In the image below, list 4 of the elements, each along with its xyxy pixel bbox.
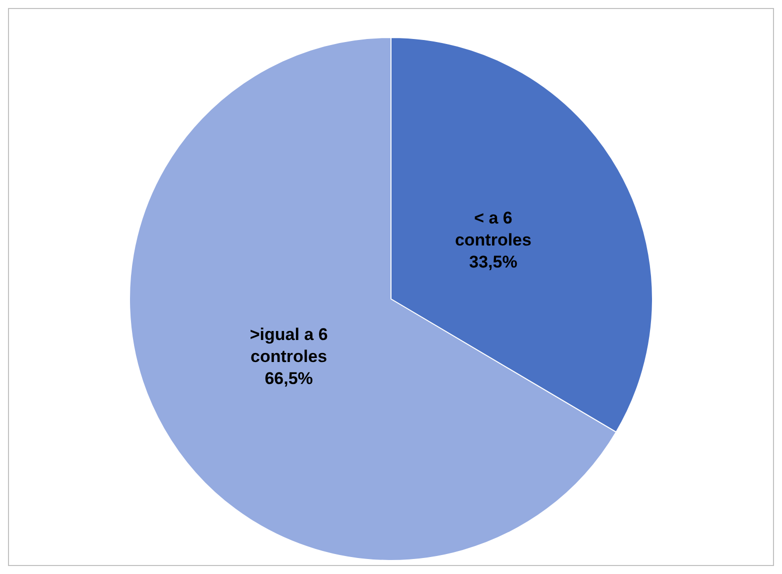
slice-label: < a 6 controles (454, 208, 532, 250)
data-label: 33,5% (469, 252, 518, 272)
slice-label: >igual a 6 controles (250, 324, 328, 366)
data-label: 66,5% (264, 368, 313, 388)
